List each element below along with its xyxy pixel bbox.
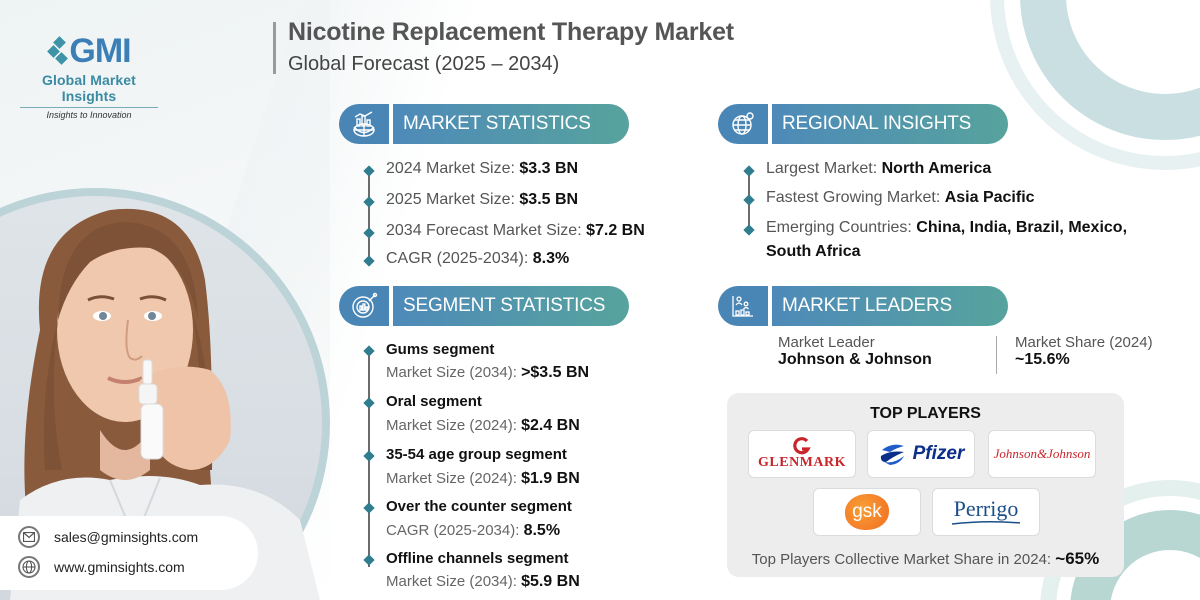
segment-statistics-list: Gums segment Market Size (2034): >$3.5 B… [363,341,684,600]
glenmark-g-icon [793,437,811,455]
market-share-value: ~15.6% [1015,351,1070,368]
pfizer-swirl-icon [880,444,904,465]
bullet-icon [363,345,375,357]
market-statistics-header: MARKET STATISTICS [339,104,629,144]
market-leader-value: Johnson & Johnson [778,351,932,368]
website-link[interactable]: www.gminsights.com [54,559,185,575]
logo-johnson-johnson: Johnson&Johnson [988,430,1096,478]
regional-insights-header: REGIONAL INSIGHTS [718,104,1008,144]
contact-website-row[interactable]: www.gminsights.com [18,556,185,578]
market-leader-label: Market Leader [778,334,875,351]
market-statistics-title: MARKET STATISTICS [393,104,629,144]
bullet-icon [743,224,755,236]
regional-insights-title: REGIONAL INSIGHTS [772,104,1008,144]
logo-divider [20,107,158,108]
chart-globe-icon [339,104,389,144]
contact-email-row[interactable]: sales@gminsights.com [18,526,198,548]
logo-diamonds-icon [47,36,69,66]
page-title: Nicotine Replacement Therapy Market [288,18,734,46]
bullet-icon [743,165,755,177]
brand-name: Global Market Insights [42,72,136,104]
bullet-icon [363,165,375,177]
bullet-icon [363,255,375,267]
bullet-icon [363,502,375,514]
segment-statistics-title: SEGMENT STATISTICS [393,286,629,326]
globe-icon [18,556,40,578]
market-share-block: Market Share (2024) ~15.6% [1015,334,1153,369]
perrigo-swoosh-icon [951,520,1021,525]
market-leaders-header: MARKET LEADERS [718,286,1008,326]
logo-glenmark: GLENMARK [748,430,856,478]
title-accent-bar [273,22,276,74]
market-share-label: Market Share (2024) [1015,334,1153,351]
gmi-logo[interactable]: GMI Global Market Insights Insights to I… [14,34,164,120]
bullet-icon [363,227,375,239]
gsk-blob-icon: gsk [845,494,889,530]
market-statistics-list: 2024 Market Size: $3.3 BN 2025 Market Si… [363,160,684,270]
segment-statistics-header: SEGMENT STATISTICS [339,286,629,326]
logo-perrigo: Perrigo [932,488,1040,536]
bullet-icon [363,554,375,566]
top-players-title: TOP PLAYERS [870,405,981,422]
bullet-icon [363,450,375,462]
globe-pin-icon [718,104,768,144]
logo-mark: GMI [14,34,164,68]
email-icon [18,526,40,548]
top-players-share: Top Players Collective Market Share in 2… [751,549,1100,568]
bullet-icon [363,397,375,409]
page-subtitle: Global Forecast (2025 – 2034) [288,53,560,75]
logo-gsk: gsk [813,488,921,536]
brand-tagline: Insights to Innovation [46,110,132,120]
contact-card: sales@gminsights.com www.gminsights.com [0,516,258,590]
pie-target-icon [339,286,389,326]
logo-pfizer: Pfizer [867,430,975,478]
email-link[interactable]: sales@gminsights.com [54,529,199,545]
bullet-icon [363,196,375,208]
regional-insights-list: Largest Market: North America Fastest Gr… [743,160,1194,270]
market-leaders-title: MARKET LEADERS [772,286,1008,326]
people-chart-icon [718,286,768,326]
leader-divider [996,336,997,374]
top-players-panel: TOP PLAYERS GLENMARK Pfizer Johnson&John… [727,393,1124,577]
logo-text: GMI [69,32,131,70]
bullet-icon [743,194,755,206]
market-leader-block: Market Leader Johnson & Johnson [778,334,932,369]
